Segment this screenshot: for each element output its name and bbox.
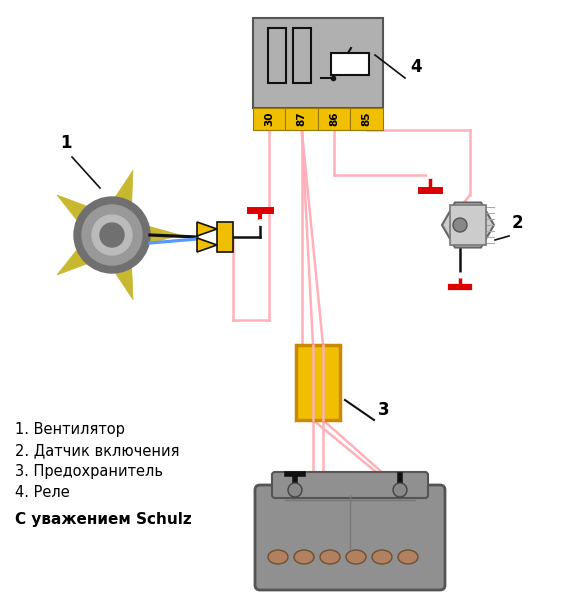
Polygon shape [110,235,133,300]
Circle shape [82,205,142,265]
Polygon shape [57,195,112,235]
Ellipse shape [398,550,418,564]
Bar [253,18,383,108]
FancyBboxPatch shape [255,485,445,590]
Text: 3: 3 [378,401,390,419]
Ellipse shape [372,550,392,564]
Bar [285,108,318,130]
Bar [318,108,351,130]
Text: 86: 86 [329,112,339,126]
Polygon shape [57,235,112,275]
Ellipse shape [294,550,314,564]
Text: 3. Предохранитель: 3. Предохранитель [15,464,163,479]
Text: 2. Датчик включения: 2. Датчик включения [15,443,180,458]
Text: 1: 1 [60,134,72,152]
Polygon shape [197,222,217,236]
Bar [331,53,369,75]
Bar [296,345,340,420]
Bar [253,108,285,130]
Bar [293,28,311,83]
FancyBboxPatch shape [272,472,428,498]
Text: С уважением Schulz: С уважением Schulz [15,512,192,527]
Circle shape [393,483,407,497]
Polygon shape [442,203,494,247]
Circle shape [100,223,124,247]
Circle shape [74,197,150,273]
Ellipse shape [346,550,366,564]
Text: 4: 4 [410,58,422,76]
Polygon shape [112,224,180,246]
Text: 4. Реле: 4. Реле [15,485,70,500]
Text: 87: 87 [297,111,307,126]
Circle shape [453,218,467,232]
Bar [268,28,286,83]
Polygon shape [110,170,133,235]
Bar [450,205,486,245]
Text: 1. Вентилятор: 1. Вентилятор [15,422,125,437]
Circle shape [92,215,132,255]
Text: 85: 85 [362,112,372,126]
Text: 2: 2 [512,214,523,232]
Bar [297,346,339,419]
Ellipse shape [268,550,288,564]
Polygon shape [197,238,217,252]
Bar [217,222,233,252]
Ellipse shape [320,550,340,564]
Circle shape [288,483,302,497]
Text: 30: 30 [264,112,274,126]
Bar [351,108,383,130]
